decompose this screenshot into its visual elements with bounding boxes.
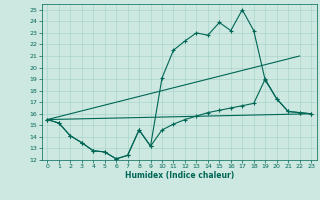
X-axis label: Humidex (Indice chaleur): Humidex (Indice chaleur) bbox=[124, 171, 234, 180]
